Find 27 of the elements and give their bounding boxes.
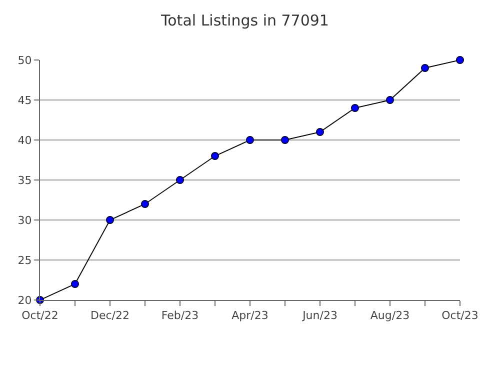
point	[141, 200, 149, 208]
point	[246, 136, 254, 144]
x-tick-label: Oct/22	[22, 309, 58, 322]
point	[71, 280, 79, 288]
point	[316, 128, 324, 136]
point	[176, 176, 184, 184]
y-tick-label: 25	[18, 254, 32, 267]
y-tick-label: 20	[18, 294, 32, 307]
point	[386, 96, 394, 104]
point	[106, 216, 114, 224]
y-tick-label: 35	[18, 174, 32, 187]
x-tick-label: Feb/23	[161, 309, 199, 322]
y-tick-label: 50	[18, 54, 32, 67]
x-tick-label: Oct/23	[442, 309, 478, 322]
point	[281, 136, 289, 144]
chart-title: Total Listings in 77091	[160, 12, 329, 30]
x-tick-label: Dec/22	[90, 309, 130, 322]
x-tick-label: Jun/23	[302, 309, 338, 322]
point	[351, 104, 359, 112]
x-tick-label: Aug/23	[370, 309, 410, 322]
x-tick-label: Apr/23	[232, 309, 268, 322]
point	[421, 64, 429, 72]
y-tick-label: 30	[18, 214, 32, 227]
point	[211, 152, 219, 160]
y-tick-label: 45	[18, 94, 32, 107]
y-tick-label: 40	[18, 134, 32, 147]
point	[456, 56, 464, 64]
